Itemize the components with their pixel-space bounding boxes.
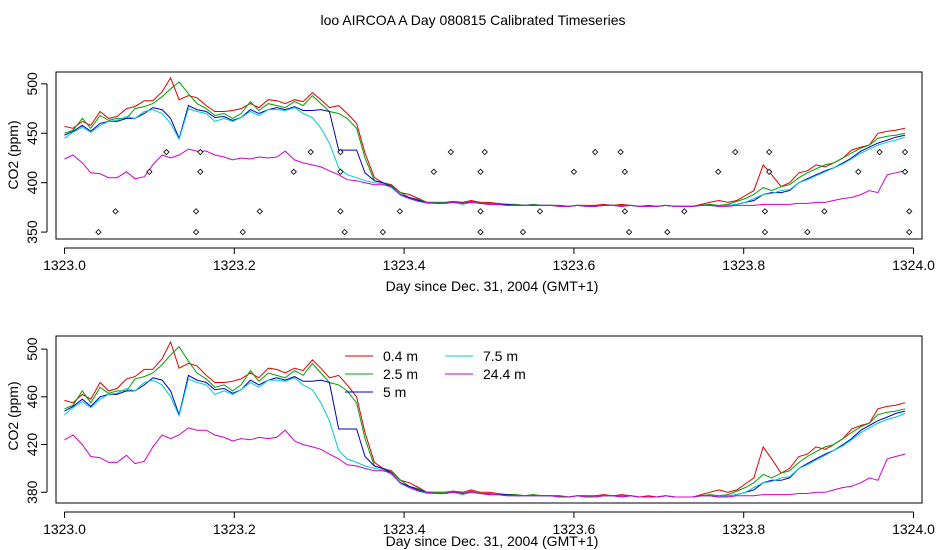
diamond-marker (536, 208, 544, 215)
diamond-marker (192, 208, 200, 215)
y-axis-label: CO2 (ppm) (5, 120, 21, 189)
diamond-marker (337, 168, 344, 175)
diamond-marker (447, 148, 454, 156)
x-tick-label: 1324.0 (892, 257, 935, 273)
series-line-24-4-m (64, 427, 906, 498)
diamond-marker (804, 228, 811, 236)
diamond-markers (95, 148, 913, 236)
y-axis: 380 420 460 500 (24, 337, 48, 504)
series-line-24-4-m (64, 148, 906, 207)
diamond-marker (901, 148, 909, 156)
diamond-marker (256, 208, 263, 215)
legend-label: 5 m (383, 384, 406, 400)
x-tick-label: 1323.2 (213, 257, 256, 273)
diamond-marker (766, 168, 773, 175)
legend-label: 0.4 m (383, 348, 418, 364)
legend: 0.4 m 2.5 m 5 m 7.5 m 24.4 m (345, 348, 526, 400)
series-line-0-4-m (64, 340, 906, 498)
diamond-marker (761, 208, 769, 215)
diamond-marker (876, 148, 883, 156)
diamond-marker (715, 168, 722, 175)
diamond-marker (906, 208, 913, 215)
y-tick-label: 500 (24, 337, 40, 361)
x-tick-label: 1324.0 (892, 521, 935, 537)
x-tick-label: 1323.8 (722, 521, 765, 537)
plot-frame (55, 335, 923, 504)
diamond-marker (570, 168, 578, 175)
y-tick-label: 500 (24, 72, 40, 96)
x-tick-label: 1323.0 (43, 521, 86, 537)
y-axis-label: CO2 (ppm) (5, 381, 21, 450)
x-tick-label: 1323.2 (213, 521, 256, 537)
diamond-marker (95, 228, 102, 236)
diamond-marker (481, 148, 488, 156)
diamond-marker (761, 228, 769, 236)
x-axis-label: Day since Dec. 31, 2004 (GMT+1) (386, 278, 599, 294)
x-axis: 1323.0 1323.2 1323.4 1323.6 1323.8 1324.0 (43, 247, 935, 273)
diamond-marker (163, 148, 170, 156)
y-tick-label: 350 (24, 220, 40, 244)
y-tick-label: 380 (24, 480, 40, 504)
diamond-marker (192, 228, 200, 236)
diamond-marker (396, 208, 404, 215)
x-axis-label: Day since Dec. 31, 2004 (GMT+1) (386, 533, 599, 549)
diamond-marker (732, 148, 739, 156)
diamond-marker (621, 168, 629, 175)
chart-title: loo AIRCOA A Day 080815 Calibrated Times… (320, 12, 625, 28)
x-tick-label: 1323.8 (722, 257, 765, 273)
diamond-marker (239, 228, 246, 236)
series-line-0-4-m (64, 76, 906, 207)
diamond-marker (477, 228, 484, 236)
diamond-marker (379, 228, 387, 236)
series-line-7-5-m (64, 107, 906, 207)
plot-frame (55, 71, 923, 240)
diamond-marker (430, 168, 437, 175)
series-line-2-5-m (64, 345, 906, 498)
x-tick-label: 1323.4 (383, 521, 426, 537)
y-tick-label: 450 (24, 121, 40, 145)
diamond-marker (477, 208, 484, 215)
x-tick-label: 1323.4 (383, 257, 426, 273)
diamond-marker (855, 168, 862, 175)
diamond-marker (821, 208, 828, 215)
diamond-marker (766, 148, 773, 156)
series-line-2-5-m (64, 81, 906, 207)
legend-label: 7.5 m (483, 348, 518, 364)
diamond-marker (477, 168, 484, 175)
lower-panel: 1323.0 1323.2 1323.4 1323.6 1323.8 1324.0 380… (5, 335, 935, 549)
diamond-marker (625, 228, 633, 236)
diamond-marker (112, 208, 119, 215)
diamond-marker (337, 208, 344, 215)
diamond-marker (591, 148, 599, 156)
series-lines (64, 340, 906, 498)
series-lines (64, 76, 906, 207)
diamond-marker (519, 228, 527, 236)
diamond-marker (341, 228, 348, 236)
diamond-marker (664, 228, 671, 236)
diamond-marker (146, 168, 153, 175)
x-axis: 1323.0 1323.2 1323.4 1323.6 1323.8 1324.0 (43, 511, 935, 537)
diamond-marker (337, 148, 344, 156)
diamond-marker (617, 148, 624, 156)
y-tick-label: 400 (24, 171, 40, 195)
diamond-marker (906, 228, 913, 236)
x-tick-label: 1323.6 (552, 521, 595, 537)
legend-label: 24.4 m (483, 366, 526, 382)
x-tick-label: 1323.6 (552, 257, 595, 273)
diamond-marker (290, 168, 297, 175)
diamond-marker (901, 168, 909, 175)
diamond-marker (197, 148, 204, 156)
legend-label: 2.5 m (383, 366, 418, 382)
diamond-marker (621, 208, 629, 215)
y-axis: 350 400 450 500 (24, 72, 48, 244)
series-line-7-5-m (64, 377, 906, 498)
diamond-marker (197, 168, 204, 175)
y-tick-label: 460 (24, 385, 40, 409)
diamond-marker (681, 208, 688, 215)
y-tick-label: 420 (24, 433, 40, 457)
diamond-marker (307, 148, 314, 156)
x-tick-label: 1323.0 (43, 257, 86, 273)
upper-panel: 1323.0 1323.2 1323.4 1323.6 1323.8 1324.0 350… (5, 71, 935, 294)
